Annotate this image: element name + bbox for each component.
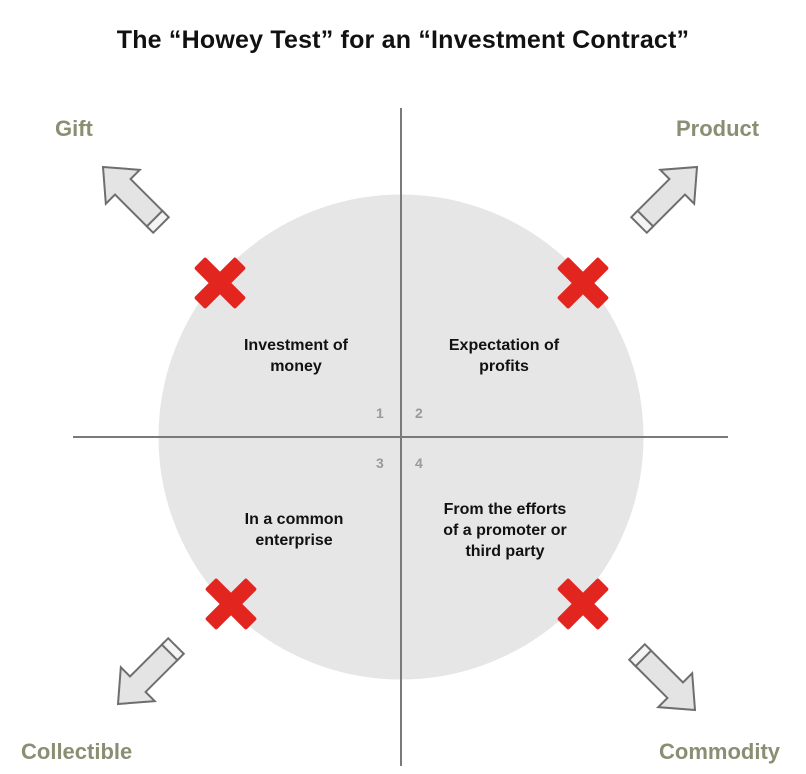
quadrant-label-4: From the efforts of a promoter or third … xyxy=(443,501,567,560)
corner-label-commodity: Commodity xyxy=(659,739,780,764)
arrow-to-gift-icon xyxy=(85,149,179,243)
quadrant-number-1: 1 xyxy=(376,405,384,421)
arrow-to-product-icon xyxy=(621,149,715,243)
quadrant-label-2: Expectation of profits xyxy=(448,337,560,375)
quadrant-label-1: Investment of money xyxy=(243,337,348,375)
corner-label-product: Product xyxy=(676,116,760,141)
quadrant-number-4: 4 xyxy=(415,455,423,471)
corner-label-gift: Gift xyxy=(55,116,93,141)
arrow-to-commodity-icon xyxy=(619,634,713,728)
quadrant-number-2: 2 xyxy=(415,405,423,421)
arrow-to-collectible-icon xyxy=(100,628,194,722)
page-title: The “Howey Test” for an “Investment Cont… xyxy=(116,26,690,54)
quadrant-label-3: In a common enterprise xyxy=(244,511,344,549)
corner-label-collectible: Collectible xyxy=(21,739,133,764)
quadrant-number-3: 3 xyxy=(376,455,384,471)
